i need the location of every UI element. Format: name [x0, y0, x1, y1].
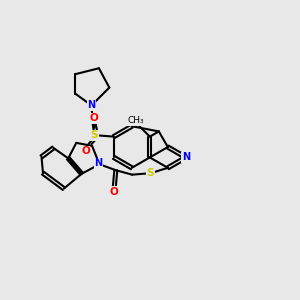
- Text: N: N: [94, 158, 102, 168]
- Text: N: N: [87, 100, 95, 110]
- Text: S: S: [91, 130, 98, 140]
- Text: CH₃: CH₃: [128, 116, 144, 125]
- Text: O: O: [89, 113, 98, 123]
- Text: O: O: [81, 146, 90, 157]
- Text: N: N: [182, 152, 190, 162]
- Text: S: S: [146, 169, 154, 178]
- Text: O: O: [110, 187, 119, 197]
